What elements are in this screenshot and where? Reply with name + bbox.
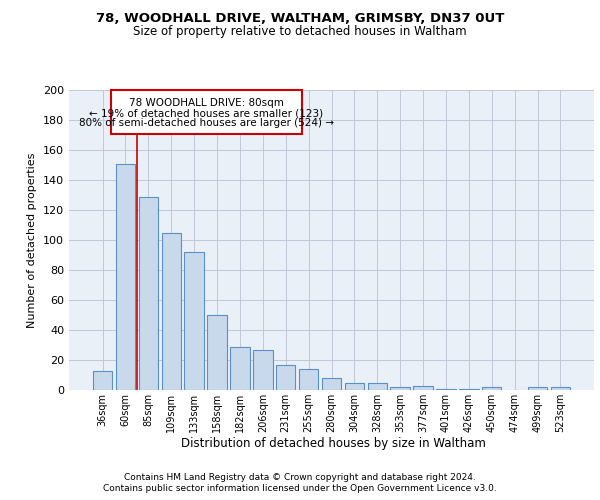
Text: 78, WOODHALL DRIVE, WALTHAM, GRIMSBY, DN37 0UT: 78, WOODHALL DRIVE, WALTHAM, GRIMSBY, DN…	[96, 12, 504, 26]
Y-axis label: Number of detached properties: Number of detached properties	[28, 152, 37, 328]
Bar	[161, 232, 181, 390]
Bar	[413, 386, 433, 390]
Bar	[459, 388, 479, 390]
Text: 80% of semi-detached houses are larger (524) →: 80% of semi-detached houses are larger (…	[79, 118, 334, 128]
Text: Distribution of detached houses by size in Waltham: Distribution of detached houses by size …	[181, 438, 485, 450]
Bar	[139, 196, 158, 390]
Bar	[299, 369, 319, 390]
Bar	[253, 350, 272, 390]
FancyBboxPatch shape	[110, 90, 302, 134]
Text: ← 19% of detached houses are smaller (123): ← 19% of detached houses are smaller (12…	[89, 108, 323, 118]
Bar	[93, 370, 112, 390]
Bar	[344, 382, 364, 390]
Bar	[208, 315, 227, 390]
Bar	[528, 387, 547, 390]
Text: Size of property relative to detached houses in Waltham: Size of property relative to detached ho…	[133, 25, 467, 38]
Bar	[436, 388, 455, 390]
Text: 78 WOODHALL DRIVE: 80sqm: 78 WOODHALL DRIVE: 80sqm	[129, 98, 284, 108]
Bar	[368, 382, 387, 390]
Bar	[391, 387, 410, 390]
Bar	[482, 387, 502, 390]
Bar	[230, 346, 250, 390]
Text: Contains public sector information licensed under the Open Government Licence v3: Contains public sector information licen…	[103, 484, 497, 493]
Bar	[322, 378, 341, 390]
Bar	[184, 252, 204, 390]
Bar	[551, 387, 570, 390]
Bar	[116, 164, 135, 390]
Bar	[276, 364, 295, 390]
Text: Contains HM Land Registry data © Crown copyright and database right 2024.: Contains HM Land Registry data © Crown c…	[124, 472, 476, 482]
